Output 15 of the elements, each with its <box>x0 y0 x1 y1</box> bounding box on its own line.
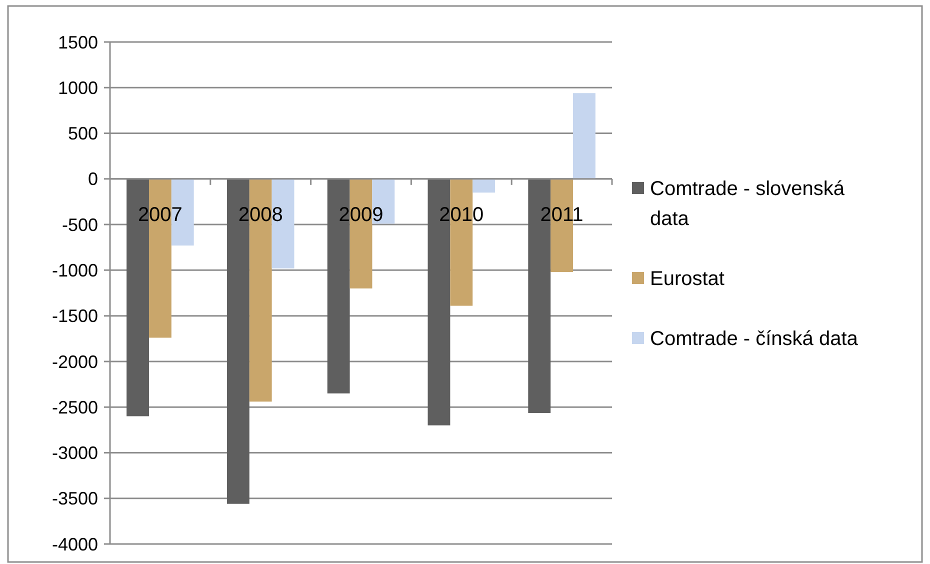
y-tick-label: -1000 <box>52 260 98 280</box>
y-tick-label: -500 <box>62 214 98 235</box>
legend-label: Eurostat <box>650 268 725 290</box>
legend-label: Comtrade - čínská data <box>650 328 859 350</box>
y-tick-label: 0 <box>88 169 98 190</box>
y-tick-label: -2000 <box>52 352 98 372</box>
y-tick-label: -3000 <box>52 443 98 464</box>
y-tick-label: 1000 <box>58 78 98 98</box>
y-tick-label: 500 <box>68 124 98 144</box>
legend-label: Comtrade - slovenská data <box>650 178 846 230</box>
y-tick-label: -3500 <box>52 488 98 509</box>
y-tick-label: 1500 <box>58 32 98 52</box>
y-tick-label: -1500 <box>52 306 98 326</box>
y-tick-label: -2500 <box>52 397 98 418</box>
y-tick-label: -4000 <box>52 534 98 554</box>
